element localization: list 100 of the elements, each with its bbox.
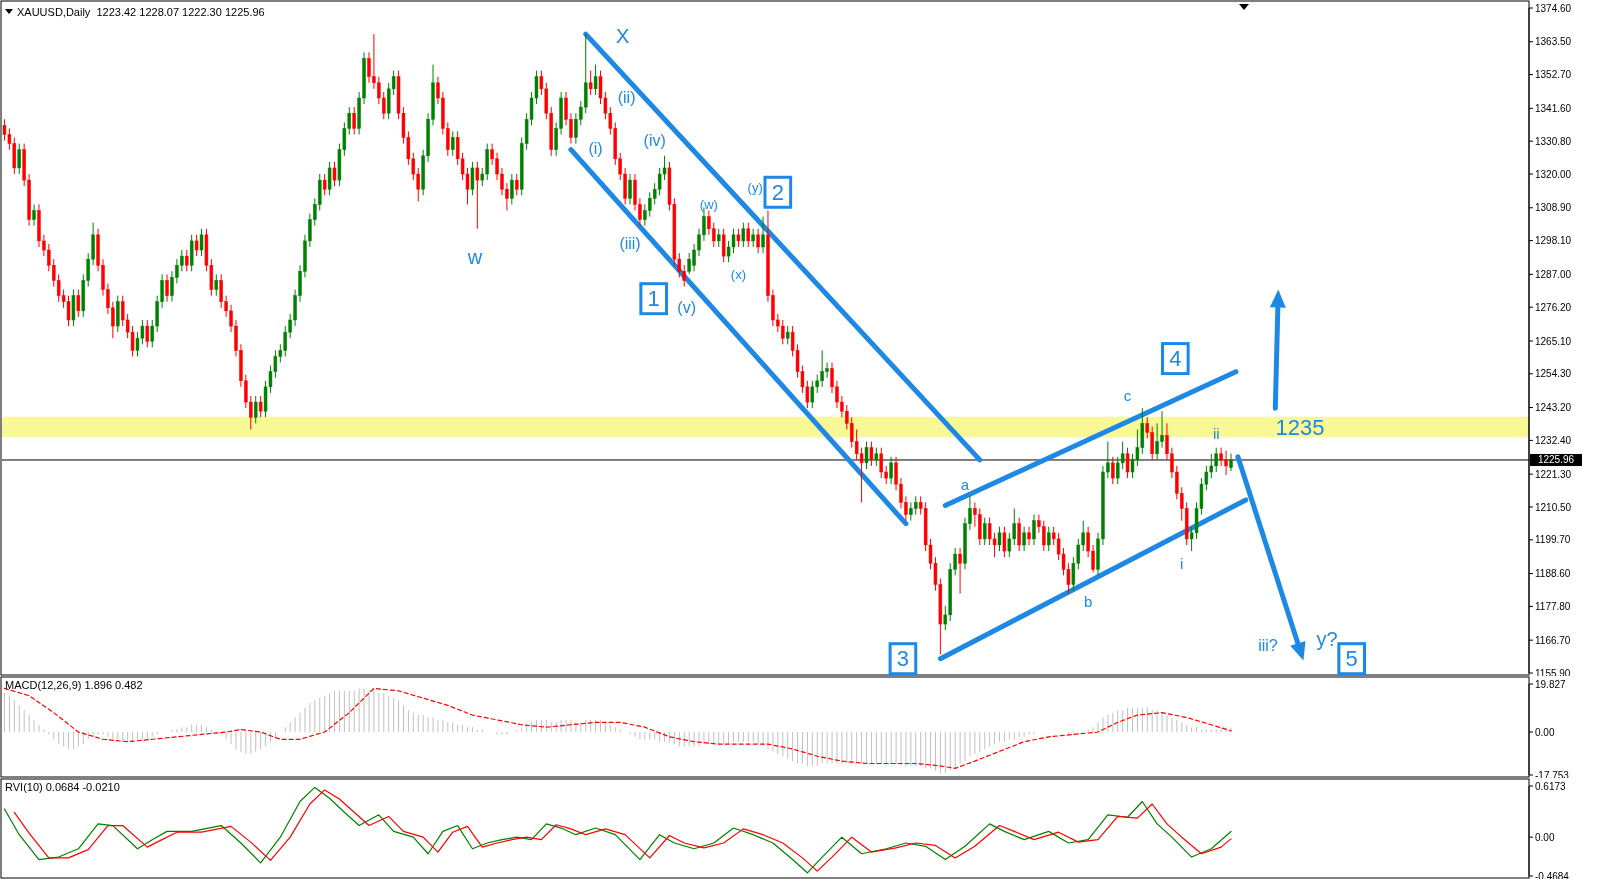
candlestick <box>17 143 21 175</box>
y-tick-label: 1177.80 <box>1535 600 1571 612</box>
candlestick <box>145 319 150 348</box>
annotation: 1 <box>647 286 660 312</box>
candlestick <box>258 395 263 418</box>
candlestick <box>1125 447 1130 479</box>
candlestick <box>628 173 632 205</box>
y-tick-label: 1254.30 <box>1535 368 1572 380</box>
candlestick <box>1002 526 1007 558</box>
candlestick <box>864 441 869 470</box>
y-tick-label: 1298.10 <box>1535 235 1572 247</box>
candlestick <box>515 173 519 196</box>
y-tick-label: 1199.70 <box>1535 534 1571 546</box>
candlestick <box>997 526 1002 552</box>
candlestick <box>889 456 893 485</box>
candlestick <box>327 161 332 196</box>
candlestick <box>510 173 514 205</box>
annotation: (ii) <box>617 88 636 106</box>
candlestick <box>588 70 593 96</box>
annotation: iii? <box>1258 636 1278 654</box>
annotation: b <box>1083 592 1093 610</box>
candlestick <box>761 216 765 254</box>
ref-line-label: 1225.96 <box>1537 454 1575 466</box>
candlestick <box>874 447 879 467</box>
band-label: 1235 <box>1275 414 1325 440</box>
candlestick <box>982 517 987 546</box>
y-tick-label: 1221.30 <box>1535 468 1572 480</box>
y-tick-label: 1155.90 <box>1535 667 1571 679</box>
candlestick <box>165 273 169 303</box>
annotation: w <box>466 246 483 269</box>
annotation: (x) <box>730 266 746 282</box>
annotation: (i) <box>588 139 603 157</box>
candlestick <box>736 228 741 248</box>
y-tick-label: 1341.60 <box>1535 102 1572 114</box>
y-tick-label: 1243.20 <box>1535 402 1572 414</box>
chart-title: MACD(12,26,9) 1.896 0.482 <box>5 679 143 691</box>
candlestick <box>451 130 455 157</box>
candlestick <box>869 441 874 467</box>
annotation: (y) <box>747 179 763 195</box>
y-tick-label: 0.00 <box>1535 831 1555 843</box>
candlestick <box>751 228 755 248</box>
annotation: (w) <box>699 196 718 212</box>
y-tick-label: 1308.90 <box>1535 202 1572 214</box>
candlestick <box>185 249 189 272</box>
candlestick <box>746 222 750 248</box>
candlestick <box>352 106 356 135</box>
y-tick-label: 1276.20 <box>1535 301 1572 313</box>
y-tick-label: 1287.00 <box>1535 268 1572 280</box>
candlestick <box>194 234 199 257</box>
candlestick <box>756 228 760 254</box>
candlestick <box>716 228 721 248</box>
annotation: 3 <box>896 646 910 672</box>
candlestick <box>810 380 815 409</box>
y-tick-label: 1232.40 <box>1535 434 1572 446</box>
y-tick-label: 0.00 <box>1535 726 1555 738</box>
candlestick <box>253 395 258 424</box>
annotation: (iv) <box>643 132 666 150</box>
annotation: y? <box>1316 628 1338 651</box>
y-tick-label: 1352.70 <box>1535 69 1572 81</box>
candlestick <box>741 222 746 248</box>
y-tick-label: 19.827 <box>1535 678 1567 690</box>
candlestick <box>785 325 790 345</box>
y-tick-label: 0.6173 <box>1535 780 1567 792</box>
candlestick <box>1047 526 1051 552</box>
y-tick-label: 1265.10 <box>1535 335 1572 347</box>
candlestick <box>958 547 962 595</box>
annotation: (iii) <box>619 235 641 253</box>
y-tick-label: 1374.60 <box>1535 2 1572 14</box>
y-tick-label: 1363.50 <box>1535 36 1572 48</box>
candlestick <box>32 203 36 227</box>
chart-title: XAUUSD,Daily 1223.42 1228.07 1222.30 1225.96 <box>17 6 265 18</box>
annotation: X <box>615 24 630 47</box>
candlestick <box>76 289 81 318</box>
candlestick <box>1111 456 1115 485</box>
annotation: 2 <box>771 179 784 205</box>
candlestick <box>332 161 337 187</box>
y-tick-label: -17.753 <box>1535 769 1570 781</box>
chart-title: RVI(10) 0.0684 -0.0210 <box>5 781 120 793</box>
candlestick <box>470 161 475 196</box>
annotation: a <box>960 475 970 493</box>
candlestick <box>1017 517 1021 552</box>
annotation: ii <box>1212 424 1220 442</box>
candlestick <box>199 228 204 257</box>
y-tick-label: 1330.80 <box>1535 135 1572 147</box>
y-tick-label: -0.4684 <box>1535 870 1570 879</box>
candlestick <box>475 161 480 230</box>
candlestick <box>1032 514 1036 546</box>
candlestick <box>1022 526 1026 552</box>
candlestick <box>214 273 219 297</box>
candlestick <box>322 173 327 196</box>
y-tick-label: 1188.60 <box>1535 568 1571 580</box>
candlestick <box>1027 526 1031 546</box>
annotation: 4 <box>1169 346 1182 372</box>
y-tick-label: 1210.50 <box>1535 501 1572 513</box>
y-tick-label: 1166.70 <box>1535 634 1571 646</box>
candlestick <box>593 64 598 96</box>
annotation: (v) <box>677 299 697 317</box>
y-tick-label: 1320.00 <box>1535 168 1572 180</box>
annotation: i <box>1180 554 1184 572</box>
annotation: 5 <box>1345 646 1358 672</box>
